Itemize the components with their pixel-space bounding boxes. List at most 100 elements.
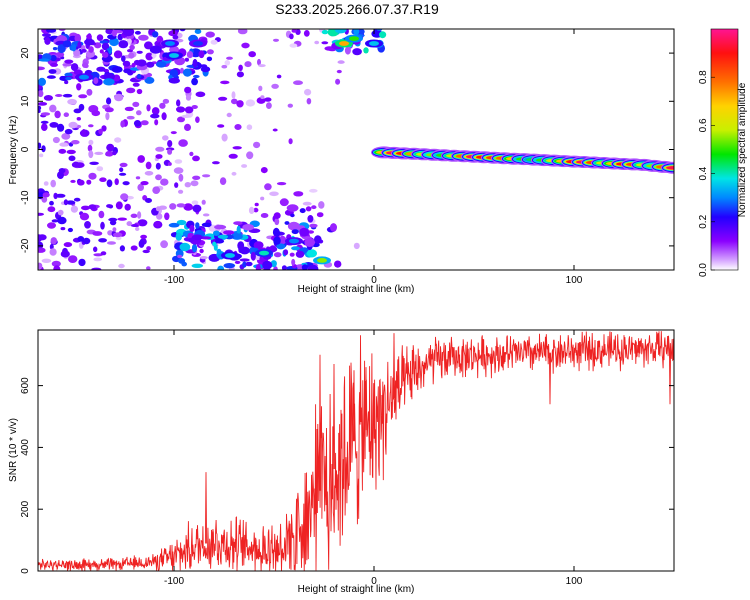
heatmap-cell xyxy=(86,179,92,185)
heatmap-cell xyxy=(67,98,77,105)
heatmap-cell xyxy=(50,62,58,67)
heatmap-cell xyxy=(289,238,299,244)
heatmap-cell xyxy=(305,206,312,212)
heatmap-cell xyxy=(81,205,90,211)
heatmap-cell xyxy=(321,41,329,45)
heatmap-cell xyxy=(57,216,67,225)
heatmap-cell xyxy=(101,125,107,132)
heatmap-cell xyxy=(276,243,286,250)
heatmap-cell xyxy=(184,106,194,114)
heatmap-cell xyxy=(253,141,261,149)
heatmap-cell xyxy=(177,116,185,123)
heatmap-cell xyxy=(214,239,225,244)
heatmap-cell xyxy=(88,204,97,210)
heatmap-cell xyxy=(241,164,248,168)
heatmap-cell xyxy=(236,71,244,78)
heatmap-cell xyxy=(168,222,180,228)
x-tick-label: 0 xyxy=(371,275,377,286)
heatmap-cells xyxy=(38,29,674,270)
heatmap-cell xyxy=(290,213,295,218)
heatmap-cell xyxy=(54,110,61,119)
heatmap-cell xyxy=(105,112,110,121)
heatmap-cell xyxy=(330,223,337,232)
heatmap-cell xyxy=(160,178,169,186)
heatmap-cell xyxy=(255,264,261,270)
heatmap-cell xyxy=(146,266,151,270)
heatmap-cell xyxy=(137,155,145,163)
heatmap-cell xyxy=(144,76,155,84)
heatmap-cell xyxy=(339,41,349,46)
heatmap-cell xyxy=(42,192,50,198)
heatmap-cell xyxy=(152,31,159,38)
heatmap-cell xyxy=(101,42,110,51)
heatmap-cell xyxy=(77,179,85,186)
heatmap-cell xyxy=(279,198,289,207)
heatmap-cell xyxy=(49,54,57,62)
heatmap-cell xyxy=(289,43,298,48)
heatmap-cell xyxy=(169,203,177,210)
heatmap-cell xyxy=(258,64,266,68)
heatmap-cell xyxy=(334,260,342,268)
heatmap-cell xyxy=(272,227,280,237)
heatmap-cell xyxy=(293,80,303,85)
heatmap-cell xyxy=(318,201,325,209)
heatmap-cell xyxy=(233,221,243,226)
heatmap-cell xyxy=(289,33,294,40)
heatmap-cell xyxy=(284,221,290,225)
heatmap-cell xyxy=(206,56,213,62)
heatmap-cell xyxy=(61,133,71,140)
heatmap-cell xyxy=(46,75,56,79)
y-tick-label: 200 xyxy=(20,500,31,517)
heatmap-cell xyxy=(87,144,93,152)
snr-x-label: Height of straight line (km) xyxy=(298,584,415,595)
heatmap-cell xyxy=(38,142,42,149)
heatmap-cell xyxy=(70,179,76,183)
heatmap-cell xyxy=(186,51,194,59)
heatmap-cell xyxy=(82,62,88,68)
heatmap-cell xyxy=(115,201,123,210)
heatmap-cell xyxy=(46,29,57,33)
heatmap-cell xyxy=(238,64,243,72)
heatmap-cell xyxy=(226,56,233,60)
heatmap-cell xyxy=(145,198,152,203)
y-tick-label: 0 xyxy=(20,568,31,574)
heatmap-cell xyxy=(64,128,73,135)
heatmap-cell xyxy=(269,191,279,197)
heatmap-cell xyxy=(57,44,66,54)
heatmap-cell xyxy=(299,208,306,214)
heatmap-cell xyxy=(220,80,230,85)
heatmap-cell xyxy=(258,85,263,92)
heatmap-cell xyxy=(271,83,279,89)
heatmap-cell xyxy=(62,40,72,48)
heatmap-cell xyxy=(273,212,281,220)
heatmap-cell xyxy=(212,161,220,165)
heatmap-cell xyxy=(253,207,259,213)
heatmap-cell xyxy=(169,53,179,58)
heatmap-cell xyxy=(38,102,48,106)
heatmap-cell xyxy=(114,93,124,102)
heatmap-cell xyxy=(155,206,161,212)
heatmap-cell xyxy=(64,80,69,85)
heatmap-cell xyxy=(288,138,293,145)
heatmap-cell xyxy=(112,227,117,232)
heatmap-cell xyxy=(168,30,178,37)
heatmap-cell xyxy=(236,225,241,234)
heatmap-cell xyxy=(200,66,211,73)
heatmap-cell xyxy=(145,52,153,61)
heatmap-cell xyxy=(155,162,161,170)
heatmap-cell xyxy=(302,201,312,206)
heatmap-cell xyxy=(114,178,119,186)
heatmap-cell xyxy=(231,233,243,240)
heatmap-cell xyxy=(304,88,312,96)
heatmap-cell xyxy=(206,49,214,55)
heatmap-cell xyxy=(103,78,115,86)
heatmap-cell xyxy=(89,161,99,165)
heatmap-cell xyxy=(266,102,272,109)
heatmap-cell xyxy=(104,107,114,113)
heatmap-cell xyxy=(50,179,56,188)
heatmap-cell xyxy=(128,52,135,59)
heatmap-cell xyxy=(132,82,140,87)
heatmap-cell xyxy=(259,250,269,256)
heatmap-cell xyxy=(273,38,279,42)
heatmap-cell xyxy=(106,97,112,105)
